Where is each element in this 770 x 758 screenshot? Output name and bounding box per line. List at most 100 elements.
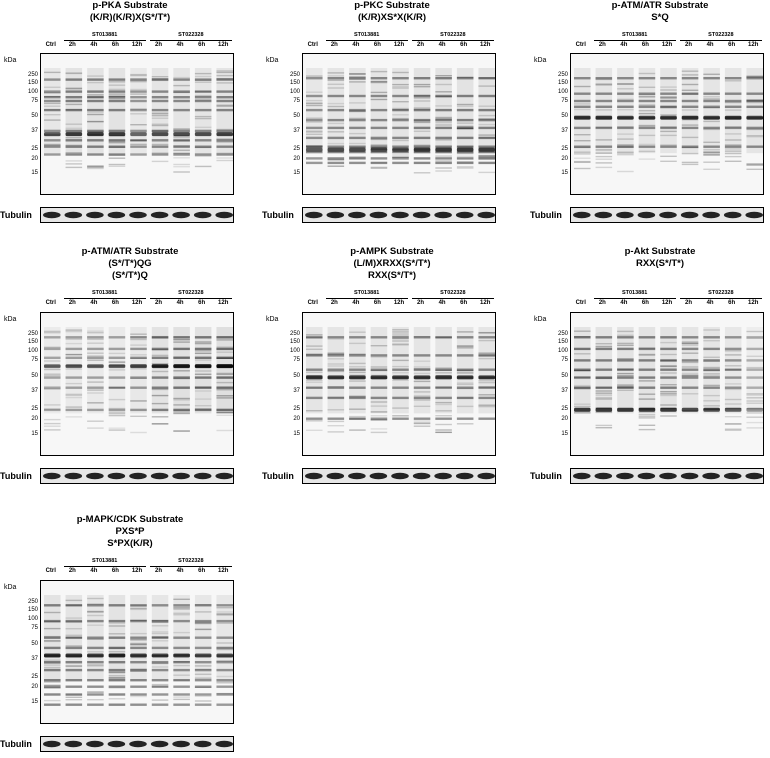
blot-membrane (302, 53, 496, 195)
faint-band (327, 431, 345, 433)
protein-band (456, 94, 474, 98)
dominant-band (65, 364, 83, 369)
dominant-band (216, 364, 233, 369)
protein-band (638, 126, 656, 130)
faint-band (660, 134, 677, 137)
protein-band (370, 145, 388, 148)
dominant-band (87, 132, 104, 137)
protein-band (151, 78, 169, 81)
faint-band (681, 74, 699, 76)
tubulin-band (215, 740, 233, 748)
mw-marker: 20 (31, 156, 38, 162)
protein-band (151, 99, 169, 103)
protein-band (392, 417, 409, 420)
dominant-band (130, 132, 147, 137)
faint-band (130, 638, 147, 641)
faint-band (638, 411, 656, 413)
tubulin-band (616, 472, 634, 480)
faint-band (87, 691, 104, 693)
protein-band (130, 685, 147, 688)
dominant-band (724, 115, 742, 120)
protein-band (194, 636, 212, 639)
protein-band (349, 108, 366, 112)
panel-title-line: p-AMPK Substrate (350, 246, 434, 257)
faint-band (681, 342, 699, 344)
protein-band (724, 336, 742, 339)
lane-smear (435, 327, 452, 414)
protein-band (660, 376, 677, 379)
faint-band (130, 415, 147, 417)
panel-title-line: S*PX(K/R) (107, 538, 153, 549)
lane-smear (574, 327, 591, 414)
faint-band (435, 423, 452, 426)
protein-band (681, 99, 699, 103)
protein-band (65, 661, 83, 664)
faint-band (456, 346, 474, 348)
dominant-band (456, 147, 474, 152)
protein-band (173, 129, 190, 133)
tubulin-band (193, 472, 212, 480)
protein-band (478, 368, 495, 371)
faint-band (87, 166, 104, 169)
faint-band (638, 72, 656, 75)
treatment-group-line (325, 40, 408, 41)
faint-band (216, 152, 233, 154)
protein-band (151, 619, 169, 623)
faint-band (216, 381, 233, 384)
panel-title: p-Akt Substrate RXX(S*/T*) (540, 246, 770, 270)
protein-band (370, 150, 388, 154)
lane-smear (703, 68, 720, 154)
faint-band (724, 150, 742, 152)
faint-band (130, 124, 147, 126)
dominant-band (435, 147, 452, 152)
faint-band (87, 389, 104, 391)
protein-band (173, 108, 190, 112)
tubulin-band (455, 211, 474, 219)
tubulin-band (64, 740, 83, 748)
faint-band (746, 135, 763, 137)
faint-band (746, 330, 763, 333)
faint-band (746, 400, 763, 402)
faint-band (574, 160, 591, 163)
tubulin-band (723, 472, 742, 480)
faint-band (194, 604, 212, 606)
faint-band (327, 353, 345, 355)
dominant-band (44, 653, 61, 658)
blot-panel-4: p-ATM/ATR Substrate (S*/T*)QG (S*/T*)Q ST01… (0, 246, 240, 486)
faint-band (130, 73, 147, 76)
dominant-band (478, 147, 495, 152)
tubulin-band (193, 211, 212, 219)
faint-band (478, 404, 495, 406)
faint-band (108, 84, 126, 86)
faint-band (392, 338, 409, 340)
kda-label: kDa (4, 316, 17, 323)
faint-band (574, 369, 591, 372)
mw-marker: 50 (561, 372, 568, 379)
faint-band (456, 152, 474, 155)
protein-band (108, 365, 126, 368)
lane-label: 2h (685, 42, 693, 48)
faint-band (65, 396, 83, 399)
faint-band (151, 143, 169, 146)
lane-smear (574, 68, 591, 154)
lane-smear (87, 327, 104, 414)
protein-band (216, 99, 233, 103)
protein-band (173, 685, 190, 688)
lane-label: Ctrl (45, 42, 56, 48)
protein-band (617, 368, 634, 371)
faint-band (595, 84, 613, 86)
faint-band (435, 160, 452, 162)
protein-band (65, 679, 83, 682)
faint-band (87, 94, 104, 96)
faint-band (724, 126, 742, 128)
faint-band (681, 83, 699, 86)
mw-marker: 100 (27, 348, 38, 355)
faint-band (173, 430, 190, 432)
faint-band (724, 101, 742, 104)
faint-band (595, 162, 613, 164)
lane-label: 2h (68, 42, 76, 48)
faint-band (173, 661, 190, 663)
mw-marker: 75 (31, 357, 38, 364)
faint-band (108, 163, 126, 166)
faint-band (456, 127, 474, 129)
